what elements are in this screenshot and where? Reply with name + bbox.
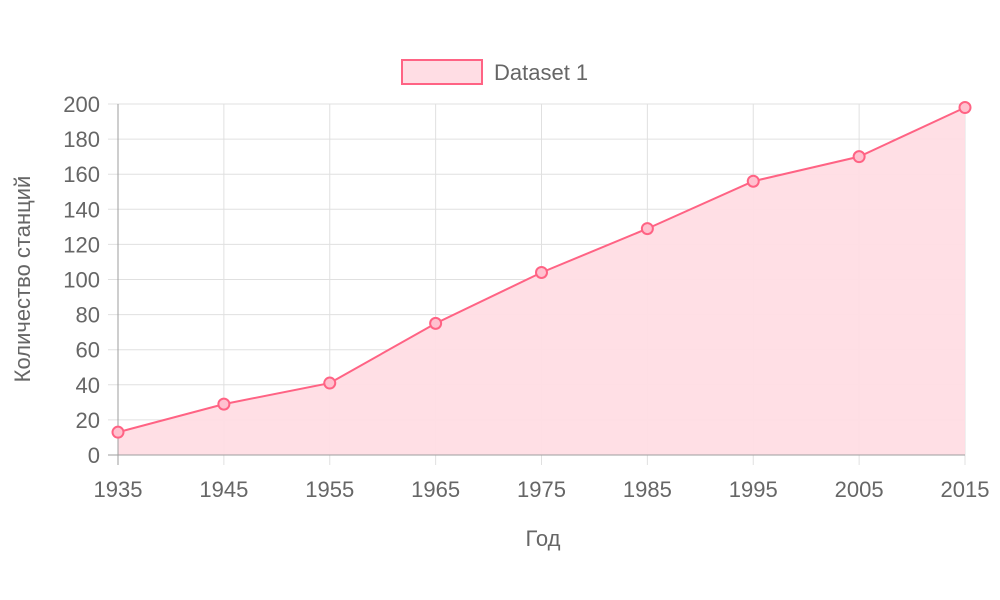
y-axis-title: Количество станций — [10, 176, 35, 383]
y-tick-label: 100 — [63, 268, 100, 293]
data-point[interactable] — [111, 425, 125, 439]
data-point[interactable] — [535, 265, 548, 279]
data-point[interactable] — [746, 174, 760, 188]
y-tick-label: 20 — [76, 408, 100, 433]
x-tick-labels: 1935 1945 1955 1965 1975 1985 1995 2005 2015 — [94, 477, 990, 502]
legend[interactable]: Dataset 1 — [401, 59, 588, 85]
x-tick-label: 1995 — [729, 477, 778, 502]
data-point[interactable] — [958, 101, 972, 115]
y-tick-label: 0 — [88, 443, 100, 468]
x-axis-title: Год — [525, 526, 560, 551]
x-tick-label: 1935 — [94, 477, 143, 502]
legend-label: Dataset 1 — [494, 60, 588, 85]
y-tick-labels: 0 20 40 60 80 100 120 140 160 180 200 — [63, 92, 100, 468]
x-tick-label: 1945 — [199, 477, 248, 502]
y-tick-label: 200 — [63, 92, 100, 117]
data-point[interactable] — [852, 150, 866, 164]
x-tick-label: 1955 — [305, 477, 354, 502]
y-tick-label: 60 — [76, 338, 100, 363]
y-tick-label: 180 — [63, 127, 100, 152]
data-point[interactable] — [217, 397, 231, 411]
x-tick-label: 1965 — [411, 477, 460, 502]
x-tick-label: 2005 — [835, 477, 884, 502]
legend-swatch[interactable] — [401, 59, 483, 85]
y-tick-label: 160 — [63, 162, 100, 187]
data-point[interactable] — [323, 376, 337, 390]
x-tick-label: 2015 — [941, 477, 990, 502]
y-tick-label: 120 — [63, 232, 100, 257]
series-area — [118, 107, 965, 455]
y-tick-label: 140 — [63, 197, 100, 222]
x-tick-label: 1975 — [517, 477, 566, 502]
data-point[interactable] — [640, 222, 654, 236]
y-tick-label: 80 — [76, 303, 100, 328]
x-tick-label: 1985 — [623, 477, 672, 502]
data-point[interactable] — [429, 316, 443, 330]
series-points — [111, 101, 972, 439]
y-tick-label: 40 — [76, 373, 100, 398]
